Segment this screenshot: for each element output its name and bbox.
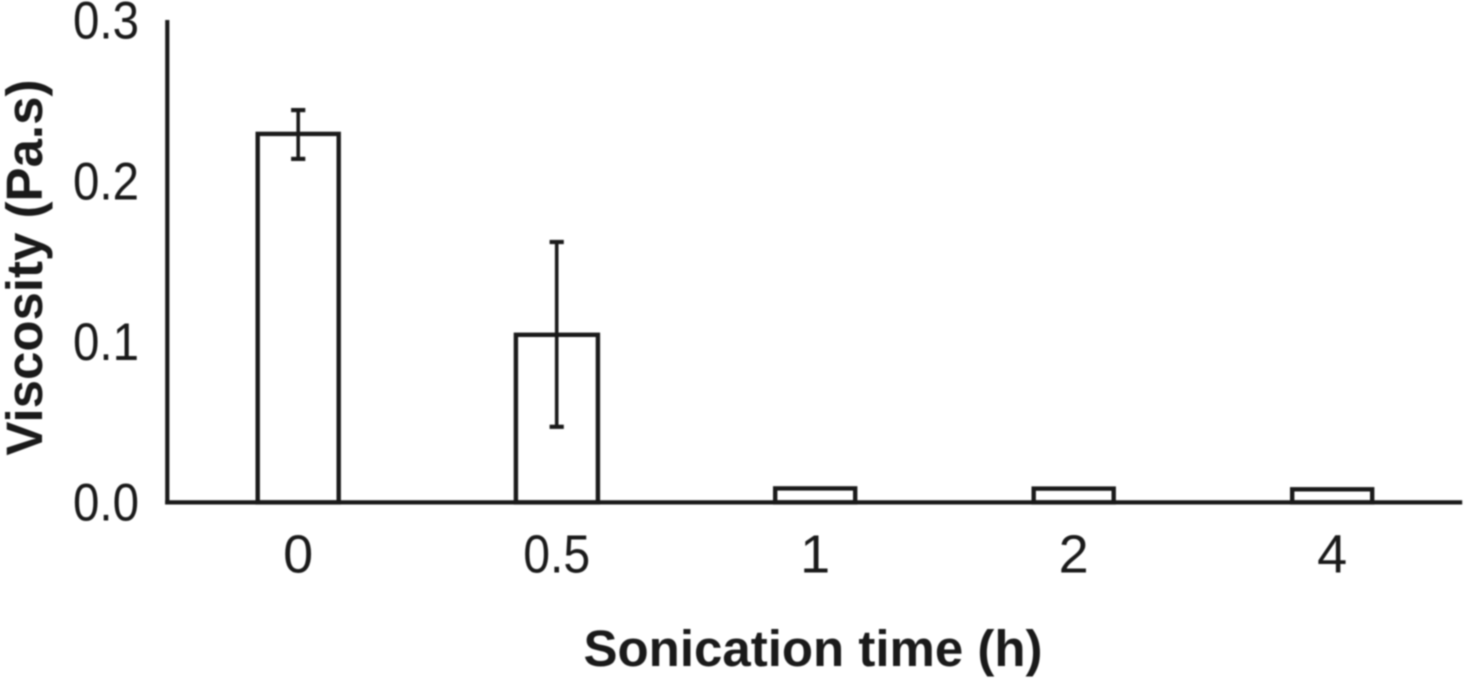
svg-text:4: 4	[1317, 525, 1347, 585]
svg-text:2: 2	[1059, 525, 1089, 585]
svg-text:0.3: 0.3	[73, 0, 139, 50]
svg-text:1: 1	[800, 525, 830, 585]
svg-text:0.0: 0.0	[73, 473, 139, 532]
svg-text:0.5: 0.5	[523, 525, 590, 585]
svg-text:0: 0	[283, 525, 313, 585]
svg-text:0.1: 0.1	[73, 313, 139, 372]
svg-text:Viscosity (Pa.s): Viscosity (Pa.s)	[0, 80, 53, 456]
svg-text:0.2: 0.2	[73, 153, 139, 212]
svg-text:Sonication time (h): Sonication time (h)	[584, 620, 1043, 677]
